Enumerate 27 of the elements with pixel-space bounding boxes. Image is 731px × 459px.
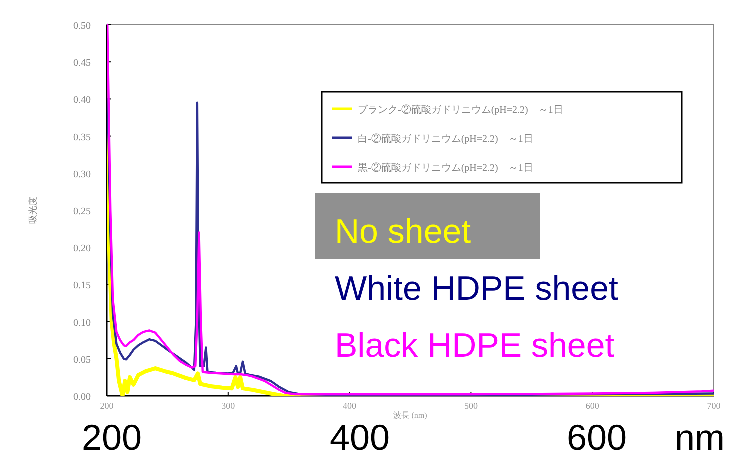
x-tick-label: 400 xyxy=(343,401,358,411)
x-tick-label: 300 xyxy=(222,401,236,411)
annotation: No sheet xyxy=(335,213,472,251)
x-axis-title: 波長 (nm) xyxy=(394,411,428,420)
legend-label: 白-②硫酸ガドリニウム(pH=2.2) ～1日 xyxy=(358,133,534,145)
annotation: White HDPE sheet xyxy=(335,270,619,308)
x-tick-label: 700 xyxy=(707,401,722,411)
y-tick-label: 0.25 xyxy=(74,206,91,218)
y-tick-label: 0.45 xyxy=(74,58,91,70)
x-tick-label: 500 xyxy=(464,401,478,411)
y-tick-label: 0.20 xyxy=(74,244,91,255)
y-tick-label: 0.40 xyxy=(74,95,91,106)
y-tick-label: 0.30 xyxy=(74,169,91,180)
y-tick-label: 0.00 xyxy=(74,392,91,403)
y-tick-label: 0.35 xyxy=(74,132,91,144)
legend-label: 黒-②硫酸ガドリニウム(pH=2.2) ～1日 xyxy=(358,162,534,174)
y-tick-label: 0.50 xyxy=(74,21,91,32)
legend-label: ブランク-②硫酸ガドリニウム(pH=2.2) ～1日 xyxy=(358,104,564,116)
x-tick-label: 200 xyxy=(100,401,114,411)
line-series xyxy=(107,24,714,396)
x-tick-label: 600 xyxy=(586,401,600,411)
text: nm xyxy=(674,417,726,458)
y-tick-label: 0.05 xyxy=(74,354,91,366)
annotation: Black HDPE sheet xyxy=(335,327,616,365)
y-axis-title: 吸光度 xyxy=(28,197,38,224)
y-tick-label: 0.15 xyxy=(74,280,91,292)
y-tick-label: 0.10 xyxy=(74,318,91,329)
